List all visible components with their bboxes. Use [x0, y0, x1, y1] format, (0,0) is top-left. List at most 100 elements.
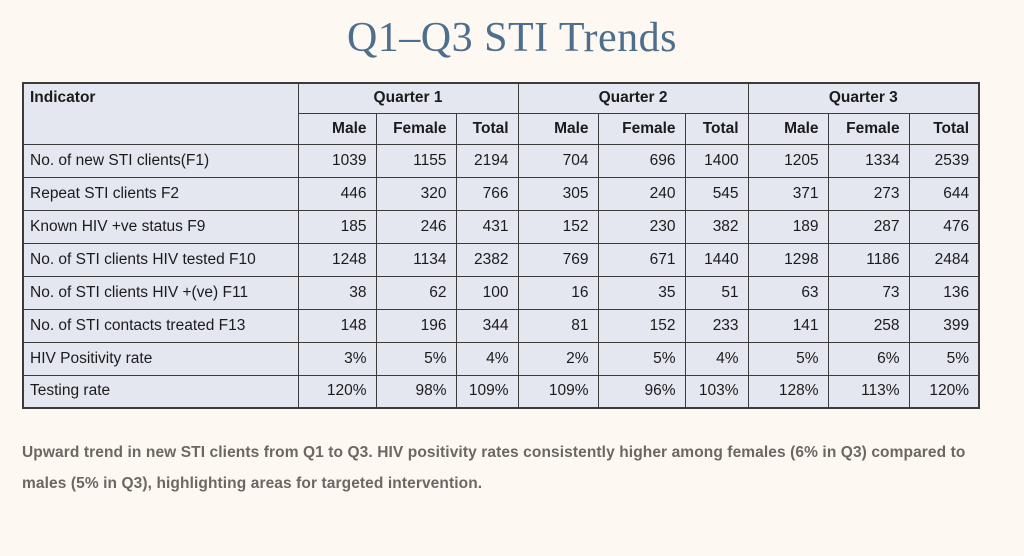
value-cell: 704: [517, 143, 599, 178]
table-row: HIV Positivity rate 3% 5% 4% 2% 5% 4% 5% 6% 5%: [22, 341, 980, 376]
quarter-header-row: Indicator Quarter 1 Quarter 2 Quarter 3: [22, 82, 980, 145]
q3-female-header: Female: [827, 112, 910, 145]
value-cell: 136: [908, 275, 980, 310]
table-row: Testing rate 120% 98% 109% 109% 96% 103% 128% 11…: [22, 374, 980, 409]
value-cell: 148: [297, 308, 377, 343]
value-cell: 141: [747, 308, 829, 343]
indicator-cell: No. of STI clients HIV +(ve) F11: [22, 275, 299, 310]
value-cell: 671: [597, 242, 686, 277]
value-cell: 2484: [908, 242, 980, 277]
value-cell: 5%: [375, 341, 457, 376]
value-cell: 109%: [517, 374, 599, 409]
value-cell: 446: [297, 176, 377, 211]
page-title: Q1–Q3 STI Trends: [346, 15, 678, 61]
value-cell: 766: [455, 176, 519, 211]
value-cell: 189: [747, 209, 829, 244]
quarter-2-header: Quarter 2: [517, 82, 749, 114]
table-header: Indicator Quarter 1 Quarter 2 Quarter 3 …: [22, 82, 980, 145]
sti-trends-table: Indicator Quarter 1 Quarter 2 Quarter 3 …: [22, 82, 981, 409]
indicator-cell: Known HIV +ve status F9: [22, 209, 299, 244]
value-cell: 545: [684, 176, 749, 211]
value-cell: 1039: [297, 143, 377, 178]
value-cell: 273: [827, 176, 910, 211]
value-cell: 2382: [455, 242, 519, 277]
q1-female-header: Female: [375, 112, 457, 145]
value-cell: 51: [684, 275, 749, 310]
indicator-cell: No. of STI contacts treated F13: [22, 308, 299, 343]
value-cell: 152: [597, 308, 686, 343]
slide: Q1–Q3 STI Trends Indicator Quarter 1 Qua…: [0, 10, 1024, 556]
value-cell: 73: [827, 275, 910, 310]
value-cell: 120%: [908, 374, 980, 409]
value-cell: 38: [297, 275, 377, 310]
value-cell: 62: [375, 275, 457, 310]
q3-male-header: Male: [747, 112, 829, 145]
value-cell: 81: [517, 308, 599, 343]
value-cell: 2194: [455, 143, 519, 178]
value-cell: 6%: [827, 341, 910, 376]
value-cell: 240: [597, 176, 686, 211]
value-cell: 185: [297, 209, 377, 244]
value-cell: 399: [908, 308, 980, 343]
table-row: Repeat STI clients F2 446 320 766 305 240 545 3…: [22, 176, 980, 211]
value-cell: 320: [375, 176, 457, 211]
table-row: No. of new STI clients(F1) 1039 1155 2194 70…: [22, 143, 980, 178]
indicator-cell: Testing rate: [22, 374, 299, 409]
table-body: No. of new STI clients(F1) 1039 1155 2194 70…: [22, 143, 980, 409]
value-cell: 63: [747, 275, 829, 310]
value-cell: 128%: [747, 374, 829, 409]
table-row: Known HIV +ve status F9 185 246 431 152 230 38…: [22, 209, 980, 244]
indicator-cell: HIV Positivity rate: [22, 341, 299, 376]
quarter-3-header: Quarter 3: [747, 82, 980, 114]
value-cell: 5%: [747, 341, 829, 376]
q2-male-header: Male: [517, 112, 599, 145]
table-row: No. of STI clients HIV +(ve) F11 38 62 100 1…: [22, 275, 980, 310]
q1-total-header: Total: [455, 112, 519, 145]
sub-header-row: Male Female Total Male Female Total Male…: [23, 112, 980, 145]
value-cell: 382: [684, 209, 749, 244]
indicator-cell: No. of STI clients HIV tested F10: [22, 242, 299, 277]
value-cell: 5%: [597, 341, 686, 376]
value-cell: 1298: [747, 242, 829, 277]
value-cell: 2539: [908, 143, 980, 178]
value-cell: 644: [908, 176, 980, 211]
value-cell: 344: [455, 308, 519, 343]
value-cell: 3%: [297, 341, 377, 376]
value-cell: 371: [747, 176, 829, 211]
value-cell: 16: [517, 275, 599, 310]
value-cell: 1134: [375, 242, 457, 277]
q2-total-header: Total: [684, 112, 749, 145]
value-cell: 152: [517, 209, 599, 244]
caption-text: Upward trend in new STI clients from Q1 …: [22, 444, 966, 492]
table-row: No. of STI clients HIV tested F10 1248 113…: [22, 242, 980, 277]
value-cell: 233: [684, 308, 749, 343]
value-cell: 100: [455, 275, 519, 310]
value-cell: 1186: [827, 242, 910, 277]
q1-male-header: Male: [297, 112, 377, 145]
value-cell: 4%: [684, 341, 749, 376]
value-cell: 1155: [375, 143, 457, 178]
value-cell: 98%: [375, 374, 457, 409]
quarter-1-header: Quarter 1: [297, 82, 519, 114]
indicator-cell: No. of new STI clients(F1): [22, 143, 299, 178]
value-cell: 1400: [684, 143, 749, 178]
value-cell: 1440: [684, 242, 749, 277]
value-cell: 287: [827, 209, 910, 244]
value-cell: 103%: [684, 374, 749, 409]
value-cell: 1334: [827, 143, 910, 178]
value-cell: 769: [517, 242, 599, 277]
value-cell: 5%: [908, 341, 980, 376]
q3-total-header: Total: [908, 112, 980, 145]
table-row: No. of STI contacts treated F13 148 196 344…: [22, 308, 980, 343]
value-cell: 1248: [297, 242, 377, 277]
value-cell: 113%: [827, 374, 910, 409]
value-cell: 230: [597, 209, 686, 244]
value-cell: 431: [455, 209, 519, 244]
q2-female-header: Female: [597, 112, 686, 145]
indicator-cell: Repeat STI clients F2: [22, 176, 299, 211]
value-cell: 120%: [297, 374, 377, 409]
value-cell: 476: [908, 209, 980, 244]
value-cell: 246: [375, 209, 457, 244]
value-cell: 2%: [517, 341, 599, 376]
value-cell: 1205: [747, 143, 829, 178]
